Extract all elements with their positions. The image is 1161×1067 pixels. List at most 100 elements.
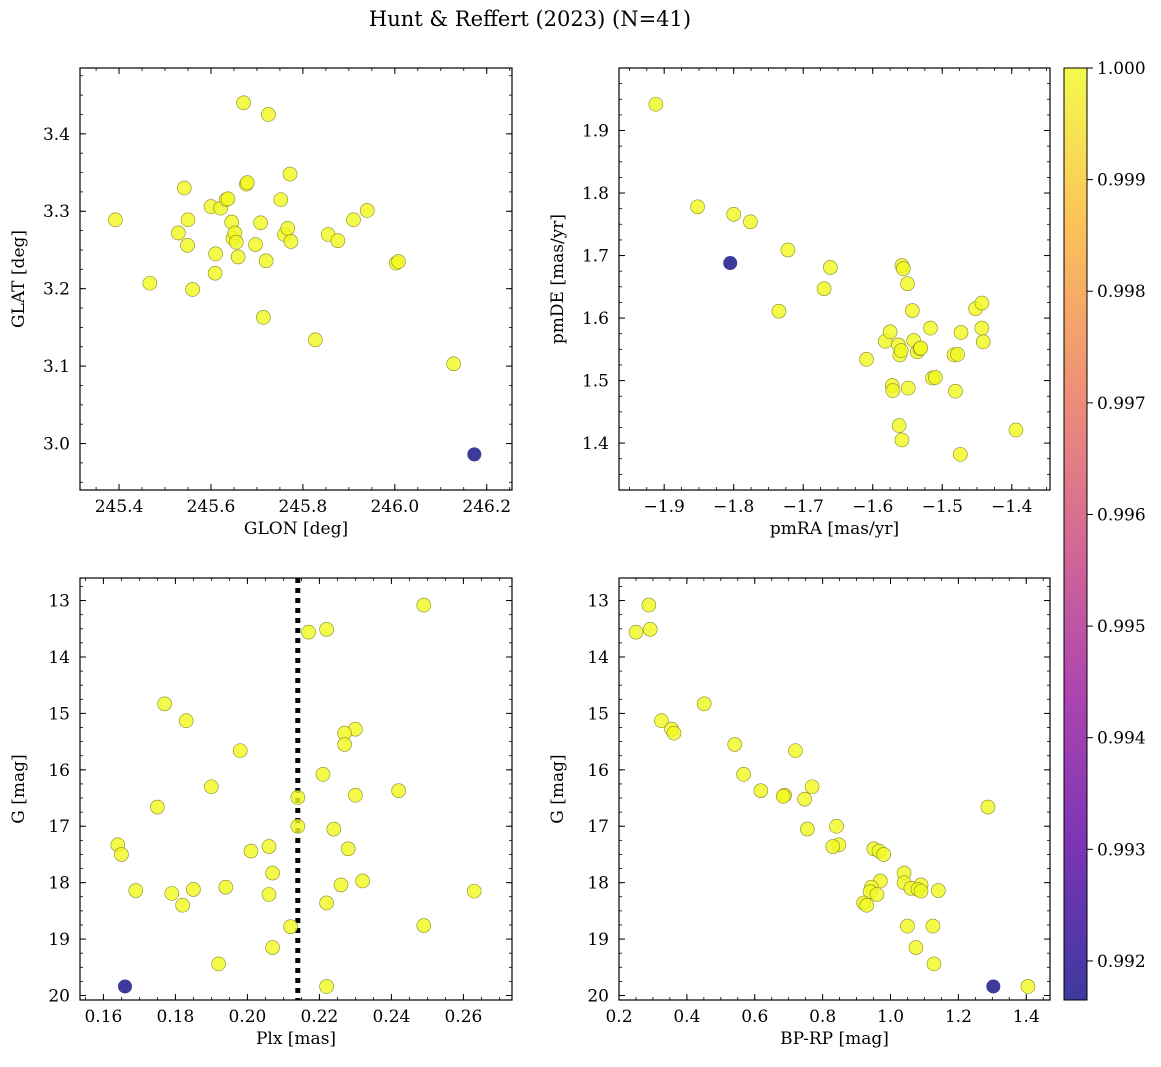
- data-point: [359, 203, 375, 218]
- x-tick-label: 0.6: [741, 1007, 768, 1027]
- x-tick-label: 246.0: [370, 497, 419, 517]
- axes-frame: [618, 67, 1051, 491]
- data-point: [727, 737, 743, 752]
- data-point: [186, 882, 201, 897]
- data-point: [265, 940, 280, 955]
- panel-plx-g: 0.16 0.18 0.20 0.22 0.24 0.26 13 14 15 16 17 18 19 20…: [9, 577, 513, 1049]
- data-point: [894, 432, 910, 448]
- y-tick-label: 1.8: [582, 184, 609, 204]
- data-point: [974, 320, 990, 336]
- data-point: [232, 743, 248, 758]
- data-point: [931, 883, 946, 898]
- data-point: [319, 622, 334, 637]
- points: [110, 597, 482, 994]
- data-point: [211, 956, 226, 972]
- colorbar-tick-label: 0.992: [1097, 952, 1146, 972]
- data-point: [207, 265, 223, 281]
- data-point: [859, 897, 875, 913]
- axes-frame: [79, 577, 513, 1001]
- y-tick-label: 3.0: [43, 435, 70, 455]
- data-point: [308, 332, 323, 348]
- data-point: [726, 206, 742, 222]
- x-tick-label: 245.6: [187, 497, 236, 517]
- data-point: [900, 276, 915, 291]
- y-tick-label: 15: [48, 704, 70, 724]
- colorbar: 0.992 0.993 0.994 0.995 0.996 0.997 0.998 0.999…: [1063, 59, 1146, 1001]
- data-point: [743, 214, 758, 230]
- y-tick-label: 16: [587, 761, 609, 781]
- data-point: [925, 918, 941, 934]
- x-axis-label: GLON [deg]: [244, 519, 348, 539]
- y-tick-label: 1.7: [582, 247, 609, 267]
- data-point: [900, 380, 916, 396]
- x-tick-label: 0.22: [300, 1007, 338, 1027]
- x-tick-label: 245.8: [279, 497, 328, 517]
- axes-frame: [79, 67, 513, 491]
- colorbar-tick-label: 0.994: [1097, 729, 1146, 749]
- y-tick-label: 16: [48, 761, 70, 781]
- data-point: [230, 249, 246, 265]
- data-point: [248, 237, 263, 252]
- data-point: [273, 192, 289, 207]
- data-point: [239, 175, 255, 190]
- data-point: [648, 96, 664, 112]
- data-point: [253, 215, 268, 231]
- data-point: [261, 839, 277, 854]
- data-point: [1020, 979, 1036, 994]
- x-tick-label: 0.18: [156, 1007, 194, 1027]
- x-tick-label: −1.8: [713, 497, 754, 517]
- y-tick-label: 18: [48, 874, 70, 894]
- data-point: [208, 246, 223, 262]
- x-tick-label: 1.0: [877, 1007, 904, 1027]
- x-axis-label: BP-RP [mag]: [780, 1029, 889, 1049]
- data-point: [301, 624, 316, 640]
- data-point: [771, 303, 787, 319]
- data-point: [180, 212, 196, 228]
- data-point: [891, 418, 907, 433]
- data-point: [315, 767, 331, 782]
- data-point: [218, 879, 234, 895]
- data-point: [346, 212, 361, 228]
- data-point: [258, 253, 274, 269]
- data-point: [654, 713, 669, 729]
- data-point: [788, 743, 803, 758]
- data-point: [157, 696, 172, 712]
- data-point: [261, 107, 276, 122]
- data-point: [178, 713, 194, 729]
- data-point: [950, 347, 965, 362]
- data-point: [986, 979, 1001, 994]
- data-point: [900, 918, 915, 934]
- data-point: [283, 919, 298, 934]
- colorbar-gradient: [1063, 67, 1088, 1001]
- data-point: [797, 791, 812, 807]
- data-point: [348, 787, 363, 803]
- y-tick-label: 1.5: [582, 372, 609, 392]
- data-point: [333, 877, 349, 893]
- data-point: [628, 624, 644, 640]
- y-tick-label: 14: [48, 648, 70, 668]
- y-tick-label: 17: [48, 817, 70, 837]
- x-tick-label: 245.4: [95, 497, 144, 517]
- y-tick-label: 1.9: [582, 122, 609, 142]
- data-point: [800, 821, 815, 837]
- colorbar-tick-label: 0.999: [1097, 171, 1146, 191]
- data-point: [885, 383, 901, 398]
- data-point: [290, 818, 306, 834]
- data-point: [204, 779, 219, 795]
- data-point: [666, 725, 682, 741]
- data-point: [164, 886, 180, 901]
- data-point: [280, 220, 296, 236]
- data-point: [913, 883, 929, 899]
- data-point: [256, 310, 271, 325]
- data-point: [236, 95, 251, 111]
- data-point: [823, 260, 838, 275]
- data-point: [859, 352, 874, 367]
- data-point: [723, 256, 738, 271]
- data-point: [261, 887, 277, 902]
- data-point: [825, 839, 841, 854]
- y-tick-label: 17: [587, 817, 609, 837]
- y-axis-label: G [mag]: [9, 754, 29, 823]
- colorbar-tick-label: 0.997: [1097, 394, 1146, 414]
- data-point: [337, 737, 352, 752]
